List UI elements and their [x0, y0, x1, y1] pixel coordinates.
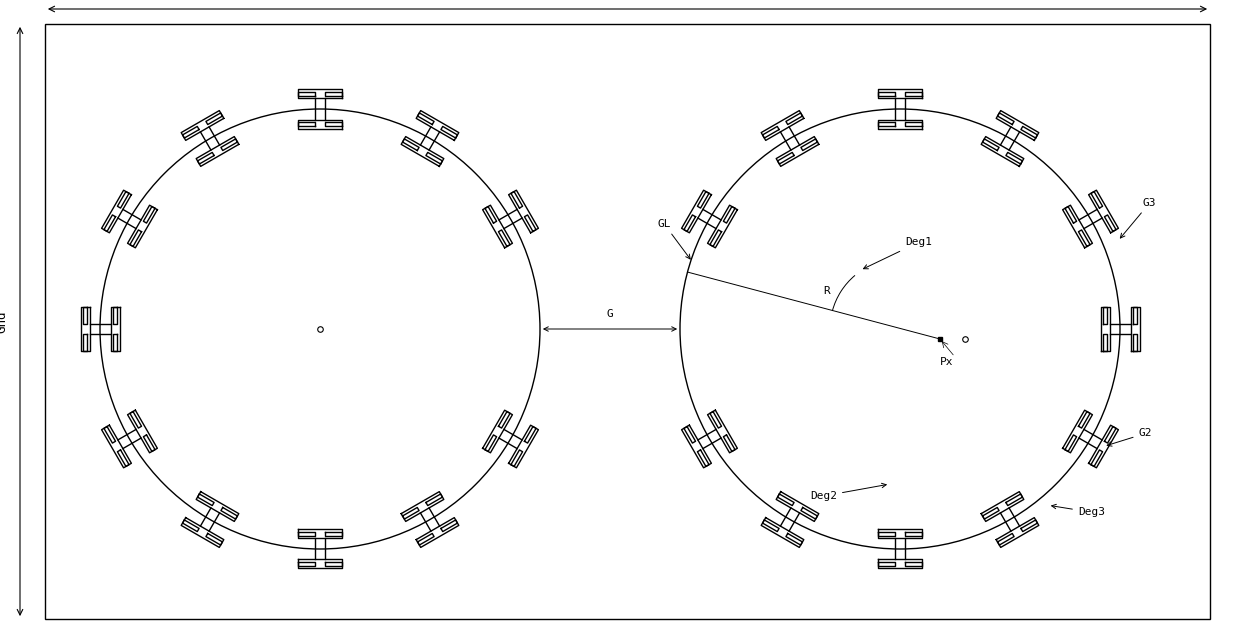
Text: R: R	[824, 286, 830, 295]
Text: Gnd: Gnd	[0, 311, 7, 333]
Text: Deg2: Deg2	[810, 483, 886, 501]
Text: G2: G2	[1108, 429, 1152, 446]
Text: Deg3: Deg3	[1052, 504, 1105, 517]
Text: Deg1: Deg1	[864, 237, 932, 269]
Text: G: G	[607, 309, 613, 319]
Text: GL: GL	[658, 219, 690, 259]
Text: G3: G3	[1120, 198, 1156, 238]
Text: Px: Px	[940, 357, 954, 367]
